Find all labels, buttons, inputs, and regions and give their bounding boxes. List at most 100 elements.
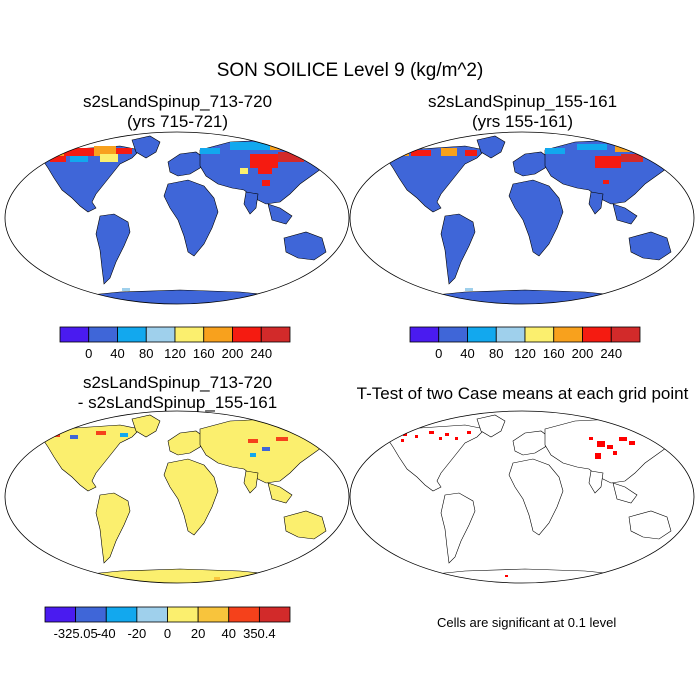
land-greenland	[131, 414, 161, 438]
colorbar-case2: 0 40 80 120 160 200 240	[409, 326, 641, 361]
land-india	[243, 470, 259, 494]
panel-title-case1-line1: s2sLandSpinup_713-720	[82, 92, 273, 111]
main-title: SON SOILICE Level 9 (kg/m^2)	[216, 60, 484, 81]
land-greenland	[476, 414, 506, 438]
colorbar-label: 200	[222, 346, 244, 361]
value-patch	[230, 142, 270, 150]
value-patch	[661, 148, 675, 156]
panel-title-ttest: T-Test of two Case means at each grid po…	[345, 384, 700, 404]
colorbar-label: 350.4	[243, 626, 276, 641]
value-patch	[595, 453, 601, 459]
colorbar-swatch	[44, 606, 77, 623]
value-patch	[415, 579, 419, 581]
colorbar-label: -325.05	[54, 626, 98, 641]
colorbar-swatch	[105, 606, 138, 623]
map-border	[4, 131, 350, 305]
value-patch	[312, 146, 328, 154]
colorbar-label: 40	[110, 346, 124, 361]
colorbar-swatch	[258, 606, 291, 623]
land-north-america	[384, 145, 486, 213]
colorbar-label: 240	[250, 346, 272, 361]
value-patch	[465, 150, 477, 156]
colorbar-label: 0	[435, 346, 442, 361]
land-south-america	[95, 492, 131, 564]
map-ttest	[349, 410, 695, 584]
land-south-america	[95, 213, 131, 285]
panel-title-case2: s2sLandSpinup_155-161 (yrs 155-161)	[385, 92, 660, 132]
value-patch	[411, 150, 431, 156]
colorbar-swatch	[610, 326, 641, 343]
land-south-america	[440, 213, 476, 285]
value-patch	[589, 437, 593, 440]
land-africa	[163, 458, 219, 536]
value-patch	[577, 144, 607, 150]
value-patch	[214, 577, 220, 580]
land-north-america	[39, 145, 141, 213]
colorbar-label: 120	[164, 346, 186, 361]
land-australia	[283, 231, 327, 261]
value-patch	[250, 154, 278, 168]
value-patch	[505, 575, 508, 577]
colorbar-swatch	[260, 326, 291, 343]
land-se-asia	[267, 482, 293, 504]
colorbar-label: 40	[460, 346, 474, 361]
value-patch	[661, 433, 664, 436]
land-north-america	[384, 424, 486, 492]
value-patch	[465, 288, 473, 291]
colorbar-swatch	[232, 326, 262, 343]
value-patch	[613, 451, 617, 455]
value-patch	[439, 437, 442, 440]
colorbar-swatch	[174, 326, 205, 343]
panel-title-case2-line2: (yrs 155-161)	[471, 112, 574, 131]
land-australia	[283, 510, 327, 540]
land-europe	[512, 430, 550, 456]
land-africa	[508, 179, 564, 257]
land-africa	[508, 458, 564, 536]
colorbar-swatch	[117, 326, 147, 343]
value-patch	[615, 142, 661, 152]
value-patch	[122, 288, 130, 291]
land-greenland	[476, 135, 506, 159]
colorbar-label: 40	[222, 626, 236, 641]
value-patch	[441, 148, 457, 156]
land-se-asia	[612, 203, 638, 225]
value-patch	[70, 156, 88, 162]
value-patch	[262, 447, 270, 451]
value-patch	[258, 168, 272, 174]
value-patch	[545, 148, 565, 154]
value-patch	[276, 437, 288, 441]
colorbar-label: 0	[85, 346, 92, 361]
value-patch	[445, 433, 449, 436]
colorbar-swatch	[197, 606, 230, 623]
land-se-asia	[612, 482, 638, 504]
colorbar-swatch	[438, 326, 468, 343]
value-patch	[70, 435, 78, 439]
map-border	[349, 131, 695, 305]
panel-title-case1-line2: (yrs 715-721)	[126, 112, 229, 131]
colorbar-label: 80	[489, 346, 503, 361]
land-south-america	[440, 492, 476, 564]
value-patch	[429, 431, 434, 434]
land-india	[243, 191, 259, 215]
panel-title-diff: s2sLandSpinup_713-720 - s2sLandSpinup_15…	[40, 373, 315, 413]
value-patch	[619, 437, 627, 441]
colorbar-swatch	[75, 606, 107, 623]
value-patch	[603, 180, 609, 184]
colorbar-label: -20	[127, 626, 146, 641]
colorbar-diff: -325.05 -40 -20 0 20 40 350.4	[44, 606, 291, 641]
colorbar-swatch	[203, 326, 233, 343]
colorbar-label: 80	[139, 346, 153, 361]
colorbar-swatch	[88, 326, 118, 343]
land-australia	[628, 510, 672, 540]
land-europe	[512, 151, 550, 177]
colorbar-label: -40	[97, 626, 116, 641]
land-india	[588, 470, 604, 494]
land-asia	[544, 418, 678, 484]
value-patch	[96, 431, 106, 435]
value-patch	[200, 148, 220, 154]
land-india	[588, 191, 604, 215]
value-patch	[455, 437, 458, 440]
value-patch	[250, 453, 256, 457]
value-patch	[248, 439, 258, 443]
map-diff	[4, 410, 350, 584]
